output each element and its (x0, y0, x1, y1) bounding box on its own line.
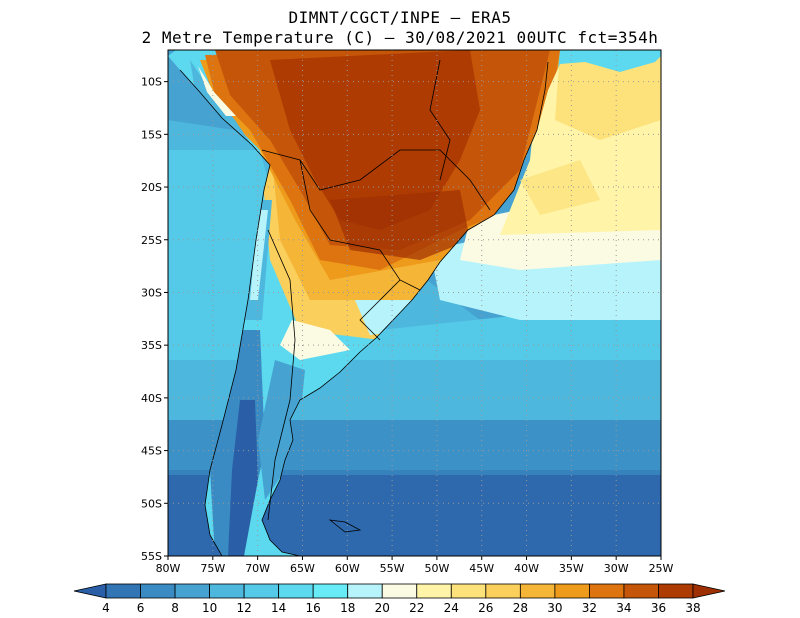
colorbar-label: 38 (685, 601, 700, 615)
land-andes-ridge (250, 210, 268, 300)
lon-tick-label: 35W (559, 562, 584, 575)
map-title-line2: 2 Metre Temperature (C) – 30/08/2021 00U… (141, 28, 659, 47)
colorbar-label: 30 (547, 601, 562, 615)
map-title-line1: DIMNT/CGCT/INPE – ERA5 (288, 8, 512, 27)
land-andes-cold (228, 400, 258, 556)
lat-tick-label: 55S (141, 550, 162, 563)
land-hot-core (330, 190, 470, 260)
colorbar-label: 8 (171, 601, 179, 615)
colorbar-high-end (692, 583, 726, 599)
colorbar: 4 6 8 10 12 14 16 18 20 22 24 26 28 30 32 34 36 38 (73, 583, 726, 615)
colorbar-label: 12 (236, 601, 251, 615)
colorbar-swatch (243, 583, 280, 599)
lat-tick-label: 35S (141, 339, 162, 352)
colorbar-swatch (347, 583, 383, 599)
colorbar-swatch (416, 583, 452, 599)
colorbar-label: 32 (582, 601, 597, 615)
lat-tick-label: 20S (141, 181, 162, 194)
lon-tick-label: 75W (200, 562, 225, 575)
lat-tick-label: 45S (141, 445, 162, 458)
colorbar-swatch (450, 583, 487, 599)
lat-tick-label: 30S (141, 286, 162, 299)
lon-tick-label: 65W (290, 562, 315, 575)
colorbar-label: 24 (444, 601, 459, 615)
colorbar-swatch (589, 583, 625, 599)
lat-tick-label: 10S (141, 76, 162, 89)
lon-tick-label: 25W (649, 562, 674, 575)
colorbar-swatch (312, 583, 349, 599)
colorbar-label: 14 (271, 601, 286, 615)
pacific-coastline (179, 69, 271, 556)
lat-lon-grid (168, 50, 661, 556)
land-pampas-22 (280, 320, 350, 360)
colorbar-swatch (658, 583, 694, 599)
colorbar-label: 18 (340, 601, 355, 615)
colorbar-swatch (381, 583, 418, 599)
lon-tick-label: 40W (514, 562, 539, 575)
colorbar-label: 26 (478, 601, 493, 615)
colorbar-label: 4 (102, 601, 110, 615)
field-atlantic-26b (520, 160, 600, 215)
colorbar-swatch (623, 583, 659, 599)
lon-tick-label: 80W (156, 562, 181, 575)
falkland-islands (328, 519, 362, 533)
lat-tick-label: 15S (141, 128, 162, 141)
lon-tick-label: 55W (380, 562, 405, 575)
lon-tick-label: 30W (604, 562, 629, 575)
lat-tick-label: 40S (141, 392, 162, 405)
map-frame (167, 49, 662, 557)
lon-tick-label: 70W (245, 562, 270, 575)
longitude-axis: 80W 75W 70W 65W 60W 55W 50W 45W 40W 35W 30W 25W (156, 556, 674, 575)
land-38 (270, 50, 480, 230)
colorbar-swatch (140, 583, 176, 599)
lat-tick-label: 25S (141, 234, 162, 247)
land-patagonia (258, 360, 305, 500)
colorbar-swatch (485, 583, 521, 599)
colorbar-label: 34 (616, 601, 631, 615)
colorbar-label: 10 (202, 601, 217, 615)
border-brazil-state (429, 59, 451, 181)
border-uruguay (359, 279, 401, 341)
colorbar-swatch (519, 583, 556, 599)
colorbar-swatch (174, 583, 210, 599)
colorbar-label: 36 (651, 601, 666, 615)
colorbar-swatch (209, 583, 245, 599)
colorbar-label: 6 (137, 601, 145, 615)
colorbar-label: 22 (409, 601, 424, 615)
lon-tick-label: 45W (469, 562, 494, 575)
lon-tick-label: 60W (335, 562, 360, 575)
lon-tick-label: 50W (424, 562, 449, 575)
colorbar-swatch (105, 583, 141, 599)
temperature-field (168, 50, 661, 556)
border-north (261, 149, 491, 211)
colorbar-label: 16 (306, 601, 321, 615)
border-bolivia-paraguay (299, 159, 421, 291)
colorbar-swatch (554, 583, 590, 599)
colorbar-swatch (278, 583, 314, 599)
border-chile-argentina (267, 229, 296, 521)
latitude-axis: 10S 15S 20S 25S 30S 35S 40S 45S 50S 55S (141, 76, 168, 563)
colorbar-label: 20 (375, 601, 390, 615)
colorbar-low-end (73, 583, 107, 599)
colorbar-label: 28 (513, 601, 528, 615)
field-atlantic-26 (555, 50, 661, 140)
lat-tick-label: 50S (141, 497, 162, 510)
